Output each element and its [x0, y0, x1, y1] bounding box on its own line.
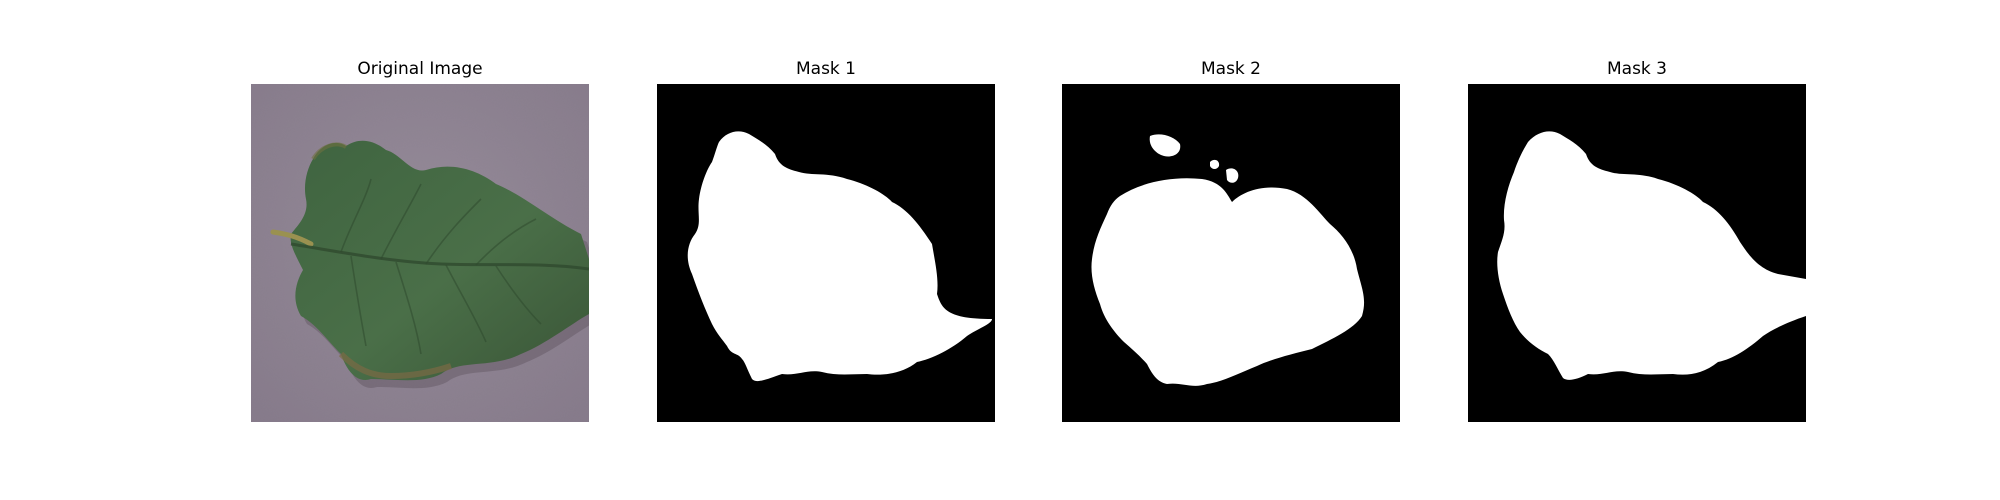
mask-3-region: [1497, 131, 1806, 380]
mask-1-region: [687, 131, 992, 382]
mask-2-blob-dot: [1210, 159, 1220, 169]
panel-title: Original Image: [357, 59, 483, 79]
mask-2-blob-notch: [1226, 168, 1239, 183]
mask-2-region: [1091, 178, 1365, 386]
mask-3-panel: Mask 3: [1468, 0, 1806, 500]
panel-title: Mask 3: [1606, 59, 1667, 79]
panel-title: Mask 2: [1200, 59, 1261, 79]
original-image-panel: Original Image: [251, 0, 589, 500]
leaf-shape: [290, 140, 589, 381]
mask-1-panel: Mask 1: [657, 0, 995, 500]
panel-title: Mask 1: [795, 59, 856, 79]
mask-2-blob-small: [1149, 134, 1181, 157]
leaf-photo: [251, 84, 589, 422]
mask-3-image: [1468, 84, 1806, 422]
mask-1-image: [657, 84, 995, 422]
mask-2-image: [1062, 84, 1400, 422]
mask-2-panel: Mask 2: [1062, 0, 1400, 500]
